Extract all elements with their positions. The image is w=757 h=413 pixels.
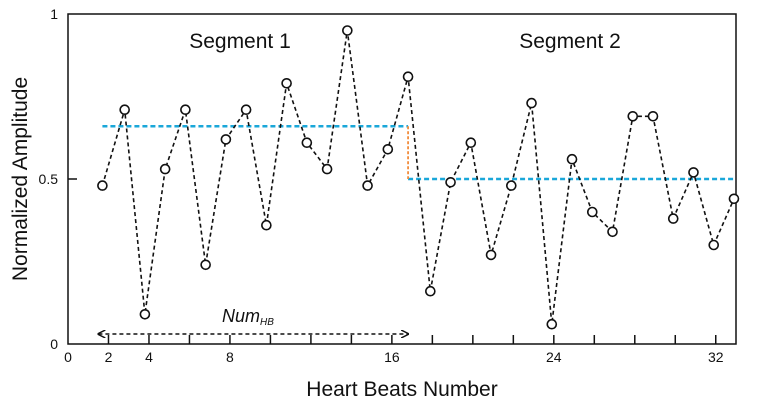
x-axis-title: Heart Beats Number [306,378,497,401]
data-point [728,193,740,205]
data-point [321,163,333,175]
y-tick-label: 0 [50,336,58,352]
data-point [402,71,414,82]
segment-2-label: Segment 2 [519,30,621,53]
data-point [342,25,353,36]
x-tick-label: 0 [64,349,72,365]
x-tick-label: 4 [145,349,153,365]
data-point [200,259,211,271]
data-point [220,134,232,145]
data-point [465,137,477,148]
data-point [627,111,639,122]
data-point [301,137,313,148]
x-tick-label: 2 [105,349,113,365]
segment-1-label: Segment 1 [189,30,291,53]
x-tick-label: 16 [384,349,400,365]
num-hb-label: NumHB [222,306,274,328]
num-hb-subscript: HB [260,317,274,328]
data-point [566,153,578,165]
data-point [708,239,720,251]
segment-mean-lines [102,124,734,181]
data-point [119,104,130,115]
x-tick-label: 24 [546,349,562,365]
annotations: Segment 1 Segment 2 NumHB [98,30,621,334]
data-point [425,285,436,297]
data-series [97,25,740,330]
data-point [586,206,598,218]
data-point [362,180,373,191]
x-tick-label: 32 [708,349,724,365]
x-tick-label: 8 [226,349,234,365]
data-point [180,104,191,115]
data-point [526,97,537,109]
data-point [159,163,171,175]
data-point [382,144,394,155]
y-tick-label: 0.5 [39,171,59,187]
data-point [240,104,252,115]
data-point [445,177,456,188]
num-hb-main: Num [222,306,260,326]
series-line [101,30,735,325]
data-point [546,318,558,330]
data-point [607,226,618,238]
data-point [688,167,699,178]
data-point [485,249,497,261]
data-point [281,78,292,89]
y-axis-title: Normalized Amplitude [9,77,32,281]
data-point [139,308,151,320]
data-point [667,213,679,224]
data-point [97,180,108,191]
data-point [261,219,272,231]
y-tick-label: 1 [50,6,58,22]
data-point [647,111,659,122]
data-point [506,180,517,191]
